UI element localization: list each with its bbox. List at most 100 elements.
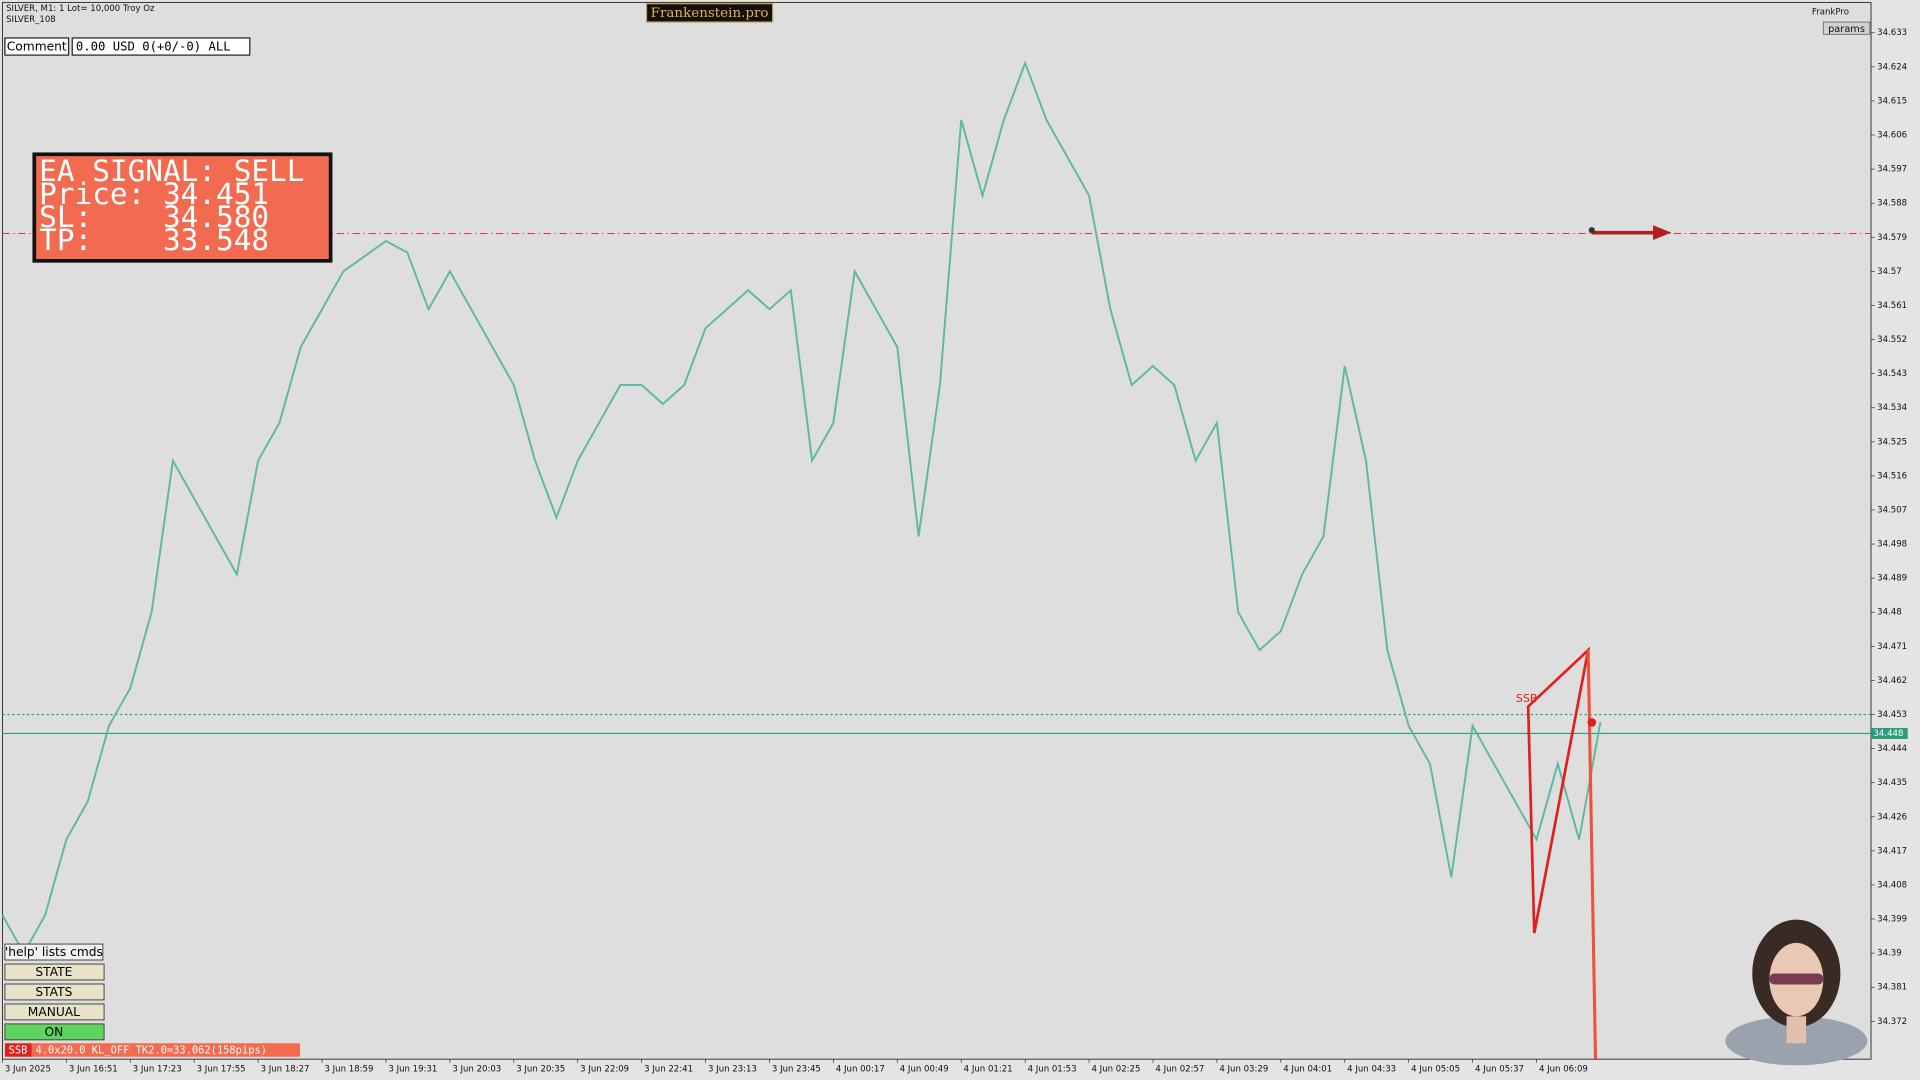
brand-box: [645, 3, 774, 23]
x-tick-label: 3 Jun 2025: [5, 1064, 51, 1074]
account-box: [71, 37, 251, 56]
x-tick-label: 3 Jun 18:27: [261, 1064, 310, 1074]
x-tick-label: 4 Jun 03:29: [1219, 1064, 1268, 1074]
x-tick-label: 3 Jun 22:09: [580, 1064, 629, 1074]
x-tick-label: 4 Jun 04:33: [1347, 1064, 1396, 1074]
params-button[interactable]: [1822, 21, 1871, 35]
x-tick-label: 3 Jun 16:51: [69, 1064, 118, 1074]
x-tick-label: 4 Jun 01:53: [1028, 1064, 1077, 1074]
x-tick-label: 3 Jun 17:55: [197, 1064, 246, 1074]
y-tick-label: 34.57: [1877, 267, 1902, 277]
y-tick-label: 34.624: [1877, 62, 1907, 72]
button[interactable]: [4, 963, 105, 981]
y-tick-label: 34.462: [1877, 676, 1907, 686]
y-tick-label: 34.381: [1877, 983, 1907, 993]
comment-label[interactable]: Comment: [7, 40, 67, 54]
corner-label: FrankPro: [1812, 8, 1849, 18]
y-tick-label: 34.507: [1877, 505, 1907, 515]
sell-arrow-head: [1653, 225, 1672, 240]
status-tag-box: [4, 1043, 32, 1057]
pattern-label: SSB: [1516, 692, 1538, 705]
y-tick-label: 34.489: [1877, 574, 1907, 584]
y-tick-label: 34.408: [1877, 880, 1907, 890]
x-tick-label: 3 Jun 20:03: [452, 1064, 501, 1074]
signal-box: [32, 152, 333, 263]
signal-line: SL: 34.580: [39, 200, 269, 234]
x-tick-label: 3 Jun 23:13: [708, 1064, 757, 1074]
y-tick-label: 34.597: [1877, 165, 1907, 175]
y-tick-label: 34.588: [1877, 199, 1907, 209]
y-tick-label: 34.471: [1877, 642, 1907, 652]
x-tick-label: 4 Jun 02:57: [1155, 1064, 1204, 1074]
button-label[interactable]: ON: [44, 1025, 63, 1039]
x-tick-label: 3 Jun 22:41: [644, 1064, 693, 1074]
y-tick-label: 34.498: [1877, 540, 1907, 550]
y-tick-label: 34.399: [1877, 915, 1907, 925]
y-tick-label: 34.615: [1877, 96, 1907, 106]
button[interactable]: [4, 983, 105, 1001]
x-tick-label: 4 Jun 05:37: [1475, 1064, 1524, 1074]
y-tick-label: 34.633: [1877, 28, 1907, 38]
status-text: 4.0x20.0 KL_OFF TK2.0=33.062(158pips): [36, 1045, 267, 1057]
signal-line: EA SIGNAL: SELL: [39, 154, 304, 188]
y-tick-label: 34.516: [1877, 471, 1907, 481]
y-tick-label: 34.453: [1877, 710, 1907, 720]
comment-button[interactable]: [4, 37, 70, 56]
y-tick-label: 34.444: [1877, 744, 1907, 754]
signal-line: TP: 33.548: [39, 223, 269, 257]
x-tick-label: 4 Jun 01:21: [964, 1064, 1013, 1074]
button-label[interactable]: 'help' lists cmds: [5, 945, 103, 959]
x-tick-label: 4 Jun 05:05: [1411, 1064, 1460, 1074]
status-tag: SSB: [9, 1045, 28, 1057]
y-tick-label: 34.525: [1877, 437, 1907, 447]
y-tick-label: 34.534: [1877, 403, 1907, 413]
y-tick-label: 34.561: [1877, 301, 1907, 311]
symbol-info: SILVER, M1: 1 Lot= 10,000 Troy Oz: [6, 4, 155, 14]
button[interactable]: [4, 1003, 105, 1021]
x-tick-label: 3 Jun 18:59: [324, 1064, 373, 1074]
button-label[interactable]: STATS: [35, 985, 72, 999]
arrow-start: [1588, 227, 1595, 234]
y-tick-label: 34.543: [1877, 369, 1907, 379]
brand: Frankenstein.pro: [651, 6, 769, 21]
status-box: [31, 1043, 301, 1057]
x-tick-label: 4 Jun 02:25: [1092, 1064, 1141, 1074]
y-tick-label: 34.606: [1877, 131, 1907, 141]
marks-layer: 34.633 34.624 34.615 34.606 34.597 34.588 34.5…: [1, 28, 1908, 1074]
y-tick-label: 34.426: [1877, 812, 1907, 822]
x-tick-label: 3 Jun 23:45: [772, 1064, 821, 1074]
x-tick-label: 4 Jun 04:01: [1283, 1064, 1332, 1074]
x-tick-label: 3 Jun 17:23: [133, 1064, 182, 1074]
button[interactable]: [4, 943, 104, 961]
x-tick-label: 3 Jun 19:31: [388, 1064, 437, 1074]
y-tick-label: 34.417: [1877, 846, 1907, 856]
y-tick-label: 34.579: [1877, 233, 1907, 243]
y-tick-label: 34.39: [1877, 949, 1902, 959]
symbol-id: SILVER_108: [6, 15, 56, 25]
price-drop: [1586, 650, 1598, 1060]
x-tick-label: 4 Jun 06:09: [1539, 1064, 1588, 1074]
y-tick-label: 34.435: [1877, 778, 1907, 788]
button-panel: 'help' lists cmds STATE STATS MANUAL ON: [4, 943, 105, 1041]
price-tag-box: [1871, 727, 1908, 739]
price-tag: 34.448: [1873, 729, 1903, 739]
avatar: [1725, 919, 1868, 1066]
x-tick-label: 4 Jun 00:49: [900, 1064, 949, 1074]
price-line-series: [1, 60, 1602, 956]
y-tick-label: 34.552: [1877, 335, 1907, 345]
account-status: 0.00 USD 0(+0/-0) ALL: [76, 40, 231, 54]
x-tick-label: 4 Jun 00:17: [836, 1064, 885, 1074]
button[interactable]: [4, 1023, 105, 1041]
y-tick-label: 34.372: [1877, 1017, 1907, 1027]
x-tick-label: 3 Jun 20:35: [516, 1064, 565, 1074]
params-label[interactable]: params: [1828, 24, 1865, 35]
y-tick-label: 34.48: [1877, 608, 1902, 618]
entry-dot: [1587, 718, 1597, 727]
ssb-pattern: [1526, 646, 1591, 934]
signal-line: Price: 34.451: [39, 177, 269, 211]
button-label[interactable]: STATE: [35, 965, 72, 979]
button-label[interactable]: MANUAL: [28, 1005, 80, 1019]
